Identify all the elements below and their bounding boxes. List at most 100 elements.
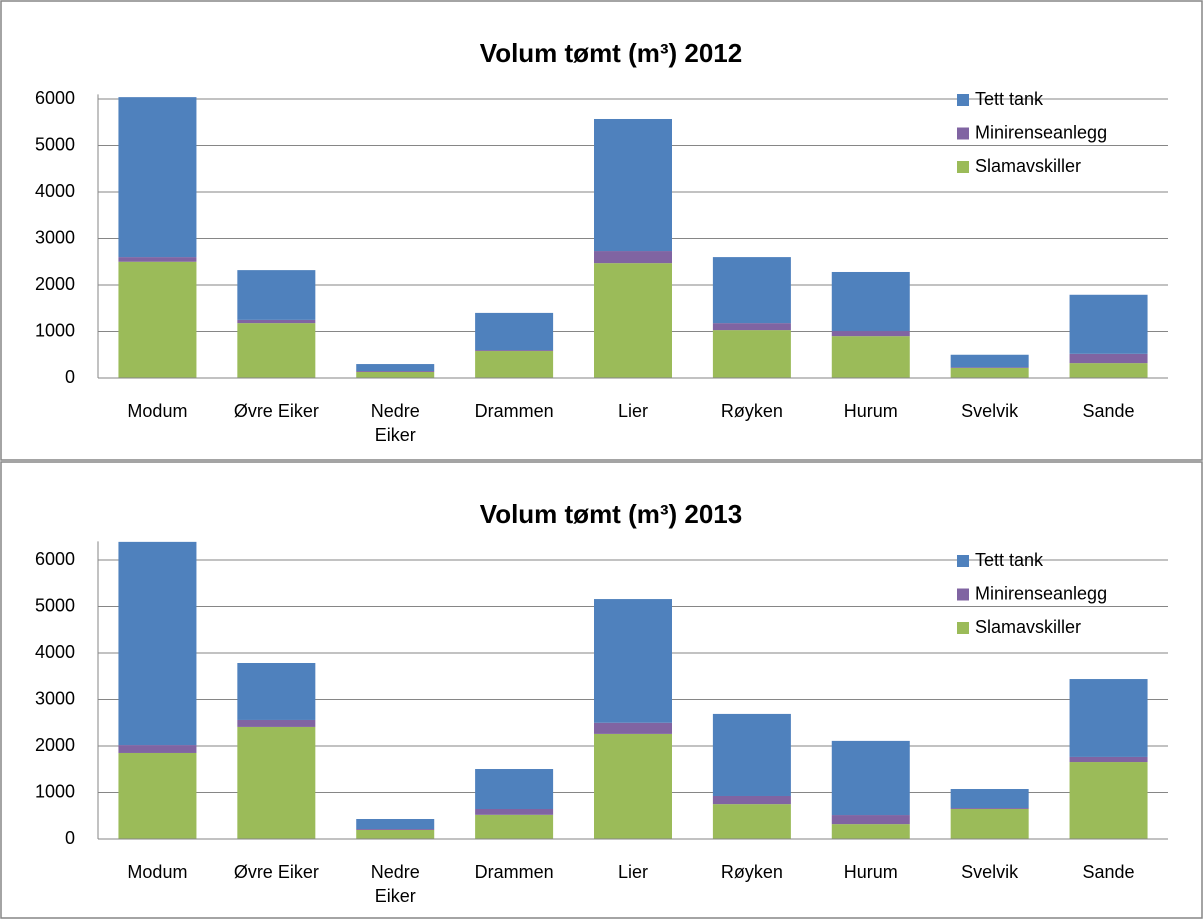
x-tick-label: Røyken <box>721 862 783 882</box>
legend-swatch <box>957 588 969 601</box>
bar-segment <box>118 257 197 262</box>
y-tick-label: 3000 <box>35 688 75 708</box>
bar-segment <box>475 312 554 351</box>
bar-segment <box>712 257 791 324</box>
x-tick-label: Hurum <box>844 401 898 421</box>
x-tick-label: Sande <box>1083 862 1135 882</box>
bar-segment <box>594 263 672 378</box>
chart: Volum tømt (m³) 2013 0 1000 2000 3000 4000 500… <box>0 461 1203 919</box>
bar-segment <box>1069 762 1148 839</box>
bar-segment <box>594 722 672 734</box>
bar-segment <box>475 351 554 378</box>
bar-segment <box>950 808 1029 810</box>
x-tick-label: Øvre Eiker <box>234 862 319 882</box>
x-tick-label: Lier <box>618 862 648 882</box>
bar-segment <box>237 270 316 320</box>
bar-segment <box>356 819 435 830</box>
y-tick-label: 5000 <box>35 595 75 615</box>
legend-label: Tett tank <box>975 550 1044 570</box>
y-tick-label: 6000 <box>35 88 75 108</box>
chart: Volum tømt (m³) 2012 0 1000 2000 3000 4000 500… <box>0 0 1203 461</box>
bar-segment <box>118 745 197 753</box>
y-tick-label: 4000 <box>35 181 75 201</box>
bar-segment <box>712 804 791 839</box>
x-tick-label: Modum <box>127 401 187 421</box>
bar-segment <box>712 330 791 378</box>
legend-swatch <box>957 555 969 567</box>
legend-swatch <box>957 94 969 106</box>
bar-segment <box>594 251 672 264</box>
y-tick-label: 5000 <box>35 134 75 154</box>
bar-segment <box>1069 679 1148 757</box>
bar-segment <box>594 118 672 252</box>
bar-segment <box>831 824 910 839</box>
x-tick-label: Nedre Eiker <box>371 862 420 906</box>
bar-segment <box>712 795 791 805</box>
bar-segment <box>237 719 316 727</box>
y-tick-label: 0 <box>65 828 75 848</box>
y-tick-label: 1000 <box>35 781 75 801</box>
bar-segment <box>831 815 910 825</box>
x-tick-label: Drammen <box>475 862 554 882</box>
bar-segment <box>950 367 1029 369</box>
y-tick-label: 1000 <box>35 320 75 340</box>
bar-segment <box>356 829 435 830</box>
x-tick-label: Hurum <box>844 862 898 882</box>
y-tick-label: 0 <box>65 367 75 387</box>
bar-segment <box>831 740 910 816</box>
bar-segment <box>1069 353 1148 364</box>
bar-segment <box>475 769 554 810</box>
legend-label: Minirenseanlegg <box>975 583 1107 603</box>
x-tick-label: Nedre Eiker <box>371 401 420 445</box>
bar-segment <box>356 371 435 372</box>
bar-segment <box>950 354 1029 368</box>
y-tick-label: 2000 <box>35 274 75 294</box>
bar-segment <box>712 713 791 796</box>
bar-segment <box>950 368 1029 378</box>
y-tick-label: 4000 <box>35 642 75 662</box>
legend-label: Slamavskiller <box>975 156 1081 176</box>
y-tick-label: 2000 <box>35 735 75 755</box>
x-tick-label: Modum <box>127 862 187 882</box>
bar-segment <box>237 726 316 839</box>
bar-segment <box>237 323 316 378</box>
bar-segment <box>118 752 197 839</box>
x-tick-label: Svelvik <box>961 401 1019 421</box>
x-tick-label: Røyken <box>721 401 783 421</box>
legend-swatch <box>957 161 969 173</box>
bar-segment <box>831 331 910 337</box>
bar-segment <box>118 97 197 258</box>
chart-title: Volum tømt (m³) 2012 <box>480 38 742 68</box>
bar-segment <box>831 336 910 378</box>
legend-label: Tett tank <box>975 89 1044 109</box>
legend-label: Minirenseanlegg <box>975 122 1107 142</box>
x-tick-label: Lier <box>618 401 648 421</box>
legend-label: Slamavskiller <box>975 617 1081 637</box>
x-tick-label: Sande <box>1083 401 1135 421</box>
bar-segment <box>1069 363 1148 378</box>
bar-segment <box>475 350 554 352</box>
bar-segment <box>1069 756 1148 763</box>
bar-segment <box>237 662 316 720</box>
x-tick-label: Drammen <box>475 401 554 421</box>
legend-swatch <box>957 127 969 140</box>
bar-segment <box>237 319 316 324</box>
bar-segment <box>1069 294 1148 354</box>
bar-segment <box>475 814 554 839</box>
bar-segment <box>356 364 435 372</box>
bar-segment <box>118 541 197 746</box>
bar-segment <box>950 789 1029 809</box>
bar-segment <box>356 829 435 839</box>
y-tick-label: 6000 <box>35 549 75 569</box>
bar-segment <box>118 261 197 378</box>
bar-segment <box>475 809 554 815</box>
x-tick-label: Øvre Eiker <box>234 401 319 421</box>
bar-segment <box>594 599 672 723</box>
x-tick-label: Svelvik <box>961 862 1019 882</box>
bar-segment <box>831 271 910 332</box>
bar-segment <box>950 809 1029 839</box>
y-tick-label: 3000 <box>35 227 75 247</box>
legend-swatch <box>957 622 969 634</box>
bar-segment <box>594 733 672 839</box>
